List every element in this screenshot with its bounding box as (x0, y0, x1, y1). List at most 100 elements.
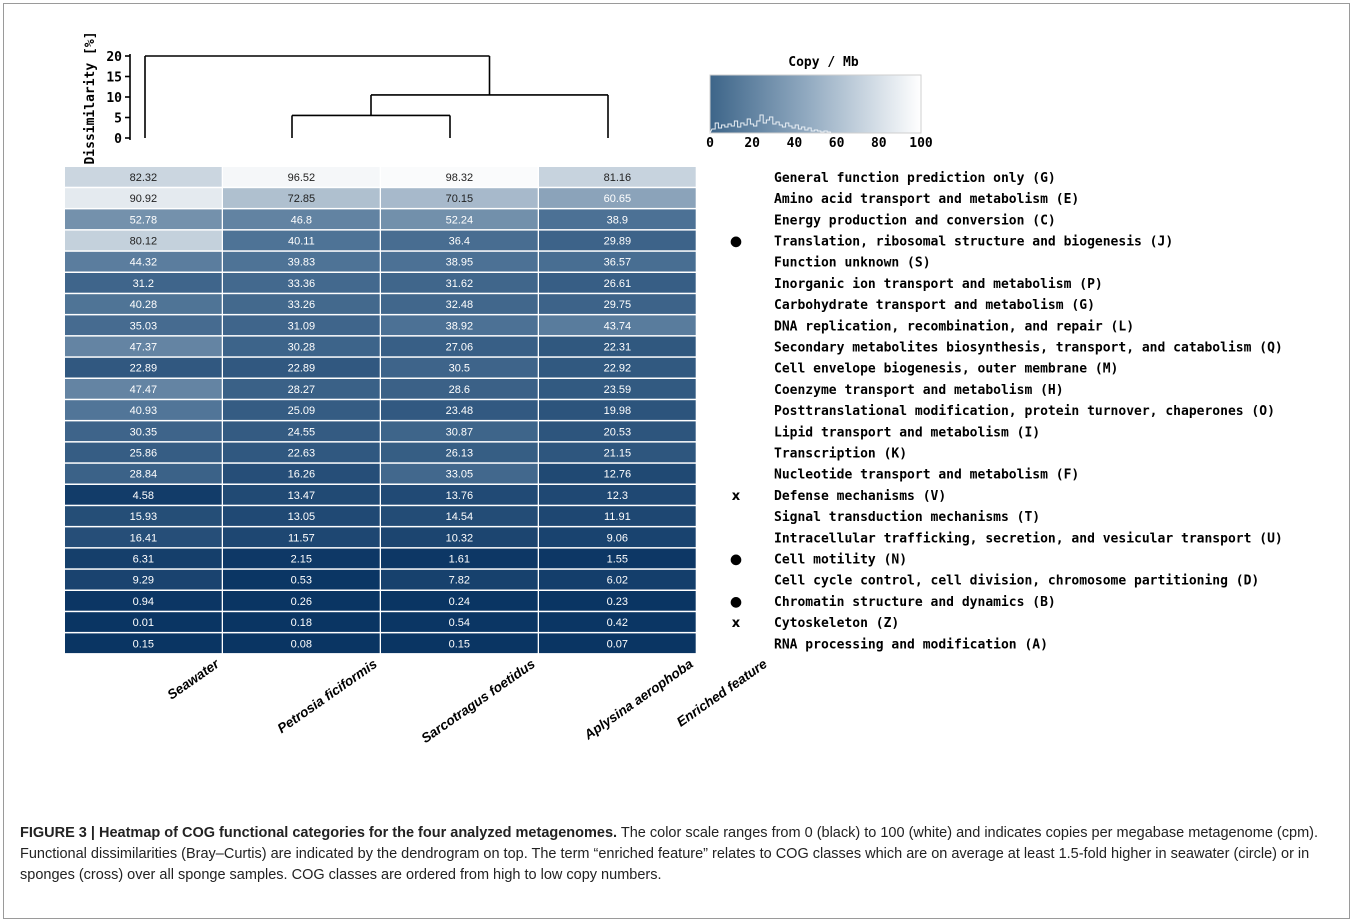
cell-value: 1.55 (607, 553, 628, 565)
cell-value: 13.76 (446, 490, 474, 502)
category-label: Inorganic ion transport and metabolism (… (774, 277, 1103, 292)
heatmap-cell (381, 357, 538, 378)
category-label: Secondary metabolites biosynthesis, tran… (774, 340, 1283, 355)
heatmap-cell (539, 294, 696, 314)
cell-value: 28.27 (288, 384, 316, 396)
cell-value: 27.06 (446, 341, 474, 353)
category-label: Cytoskeleton (Z) (774, 616, 899, 631)
color-scale-histogram (709, 114, 831, 134)
heatmap-cell (539, 209, 696, 230)
cell-value: 0.94 (133, 596, 154, 608)
cell-value: 43.74 (604, 320, 632, 332)
figure-title: Heatmap of COG functional categories for… (99, 825, 618, 841)
heatmap-cell (381, 612, 538, 632)
heatmap-cell (223, 463, 380, 484)
cell-value: 0.54 (449, 617, 470, 629)
heatmap-cell (223, 400, 380, 420)
cell-value: 31.2 (133, 278, 154, 290)
sample-label: Seawater (165, 656, 223, 703)
color-scale-title: Copy / Mb (788, 55, 859, 70)
cell-value: 4.58 (133, 490, 154, 502)
cell-value: 90.92 (130, 193, 158, 205)
heatmap-cell (223, 527, 380, 548)
heatmap-cell (65, 294, 222, 314)
heatmap-cell (381, 569, 538, 590)
heatmap-cell (381, 294, 538, 314)
cell-value: 0.26 (291, 596, 312, 608)
heatmap-cell (223, 548, 380, 569)
cell-value: 70.15 (446, 193, 474, 205)
cell-value: 28.6 (449, 384, 470, 396)
dendrogram: 0 5 10 15 20 Dissimilarity [%] (83, 31, 609, 165)
cell-value: 24.55 (288, 426, 316, 438)
heatmap-cell (65, 357, 222, 378)
cell-value: 36.57 (604, 257, 632, 269)
enriched-marker: x (732, 616, 741, 631)
color-scale-tick: 60 (829, 136, 845, 151)
enriched-marker: ● (730, 551, 742, 567)
cell-value: 72.85 (288, 193, 316, 205)
heatmap-cell (539, 357, 696, 378)
cell-value: 30.35 (130, 426, 158, 438)
cell-value: 10.32 (446, 532, 474, 544)
cell-value: 60.65 (604, 193, 632, 205)
category-label: Nucleotide transport and metabolism (F) (774, 468, 1079, 483)
heatmap-cell (539, 527, 696, 548)
cell-value: 35.03 (130, 320, 158, 332)
heatmap-cell (65, 569, 222, 590)
heatmap-cell (65, 167, 222, 187)
heatmap-cell (539, 188, 696, 208)
heatmap-cell (65, 506, 222, 526)
heatmap-cell (223, 315, 380, 336)
cell-value: 29.75 (604, 299, 632, 311)
cell-value: 2.15 (291, 553, 312, 565)
cell-value: 52.24 (446, 214, 474, 226)
enriched-marker: ● (730, 233, 742, 249)
heatmap-cell (539, 336, 696, 357)
cell-value: 40.28 (130, 299, 158, 311)
cell-value: 19.98 (604, 405, 632, 417)
cell-value: 22.63 (288, 447, 316, 459)
heatmap-cell (223, 506, 380, 526)
cell-value: 31.62 (446, 278, 474, 290)
heatmap-cell (539, 421, 696, 442)
heatmap-cell (65, 612, 222, 632)
category-label: DNA replication, recombination, and repa… (774, 319, 1134, 334)
heatmap-cell (539, 463, 696, 484)
heatmap-cell (381, 251, 538, 272)
heatmap-cell (65, 273, 222, 293)
heatmap-cell (65, 251, 222, 272)
heatmap-cell (539, 506, 696, 526)
cell-value: 1.61 (449, 553, 470, 565)
cell-value: 13.47 (288, 490, 316, 502)
heatmap-cell (65, 188, 222, 208)
heatmap-cell (539, 548, 696, 569)
heatmap-cell (381, 336, 538, 357)
cell-value: 0.08 (291, 638, 312, 650)
cell-value: 38.92 (446, 320, 474, 332)
heatmap-cell (65, 336, 222, 357)
figure-label: FIGURE 3 | (20, 825, 95, 841)
cell-value: 21.15 (604, 447, 632, 459)
cell-value: 47.47 (130, 384, 158, 396)
cell-value: 40.93 (130, 405, 158, 417)
cell-value: 6.02 (607, 575, 628, 587)
color-scale-tick: 40 (787, 136, 803, 151)
cell-value: 80.12 (130, 235, 158, 247)
heatmap-cell (381, 209, 538, 230)
heatmap-cell (381, 442, 538, 463)
heatmap-cell (65, 230, 222, 251)
cell-value: 33.26 (288, 299, 316, 311)
cell-value: 82.32 (130, 172, 158, 184)
heatmap-cell (381, 527, 538, 548)
heatmap-cell (381, 167, 538, 187)
cell-value: 40.11 (288, 235, 315, 247)
heatmap-cell (539, 273, 696, 293)
cell-value: 14.54 (446, 511, 474, 523)
heatmap-cell (65, 633, 222, 654)
heatmap-figure: 0 5 10 15 20 Dissimilarity [%] Copy / Mb 0 20 40… (65, 31, 1283, 746)
heatmap-cell (381, 273, 538, 293)
heatmap-cell (539, 251, 696, 272)
cell-value: 12.3 (607, 490, 628, 502)
cell-value: 25.86 (130, 447, 158, 459)
